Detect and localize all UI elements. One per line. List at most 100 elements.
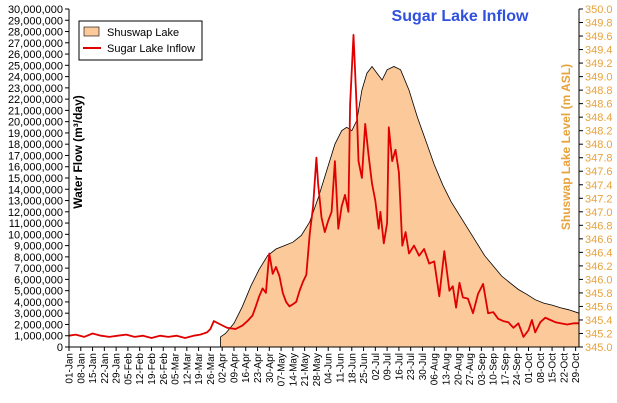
- chart-title: Sugar Lake Inflow: [392, 8, 529, 25]
- y-right-tick-label: 347.8: [585, 153, 613, 165]
- y-left-tick-label: 23,000,000: [8, 83, 63, 95]
- x-tick-label: 16-Jul: [394, 353, 405, 380]
- y-right-tick-label: 349.8: [585, 18, 613, 30]
- y-axis-left-label: Water Flow (m³/day): [71, 95, 85, 209]
- x-tick-label: 19-Feb: [147, 353, 158, 385]
- x-tick-label: 22-Oct: [559, 353, 570, 383]
- x-tick-label: 23-Jul: [406, 353, 417, 380]
- x-tick-label: 09-Jul: [383, 353, 394, 380]
- x-tick-label: 15-Oct: [548, 353, 559, 383]
- y-left-tick-label: 15,000,000: [8, 173, 63, 185]
- x-tick-label: 09-Apr: [230, 352, 241, 383]
- y-right-tick-label: 349.0: [585, 72, 613, 84]
- y-right-tick-label: 345.4: [585, 315, 613, 327]
- x-tick-label: 05-Mar: [171, 352, 182, 384]
- x-tick-label: 02-Jul: [371, 353, 382, 380]
- y-right-tick-label: 349.4: [585, 45, 613, 57]
- y-right-tick-label: 345.0: [585, 342, 613, 354]
- y-left-tick-label: 0: [57, 342, 63, 354]
- legend-label-shuswap-lake: Shuswap Lake: [107, 27, 179, 39]
- x-tick-label: 11-Jun: [336, 353, 347, 383]
- y-right-tick-label: 346.8: [585, 220, 613, 232]
- x-tick-label: 23-Apr: [253, 352, 264, 383]
- y-left-tick-label: 27,000,000: [8, 38, 63, 50]
- y-left-tick-label: 14,000,000: [8, 184, 63, 196]
- y-left-tick-label: 30,000,000: [8, 4, 63, 16]
- x-tick-label: 15-Jan: [88, 353, 99, 384]
- x-tick-label: 16-Apr: [241, 352, 252, 383]
- y-right-tick-label: 345.6: [585, 301, 613, 313]
- y-right-tick-label: 349.6: [585, 31, 613, 43]
- y-left-tick-label: 29,000,000: [8, 15, 63, 27]
- y-left-tick-label: 5,000,000: [14, 286, 63, 298]
- x-tick-label: 08-Oct: [536, 353, 547, 383]
- x-tick-label: 12-Mar: [182, 352, 193, 384]
- x-tick-label: 01-Oct: [524, 353, 535, 383]
- series-line-sugar-lake-inflow: [68, 34, 579, 339]
- x-tick-label: 08-Jan: [76, 353, 87, 384]
- y-left-tick-label: 6,000,000: [14, 274, 63, 286]
- y-left-tick-label: 20,000,000: [8, 117, 63, 129]
- y-right-tick-label: 348.6: [585, 99, 613, 111]
- x-tick-label: 24-Sep: [512, 353, 523, 386]
- y-left-tick-label: 4,000,000: [14, 297, 63, 309]
- x-tick-label: 26-Feb: [159, 353, 170, 385]
- x-tick-label: 22-Jan: [100, 353, 111, 384]
- y-left-tick-label: 18,000,000: [8, 139, 63, 151]
- y-left-tick-label: 9,000,000: [14, 241, 63, 253]
- x-tick-label: 06-Aug: [430, 353, 441, 385]
- ticks-layer: 01,000,0002,000,0003,000,0004,000,0005,0…: [8, 4, 613, 386]
- y-left-tick-label: 22,000,000: [8, 94, 63, 106]
- x-tick-label: 27-Aug: [465, 353, 476, 385]
- y-right-tick-label: 348.8: [585, 85, 613, 97]
- y-left-tick-label: 10,000,000: [8, 229, 63, 241]
- x-tick-label: 01-Jan: [65, 353, 76, 384]
- y-right-tick-label: 346.6: [585, 234, 613, 246]
- y-right-tick-label: 348.4: [585, 112, 613, 124]
- x-tick-label: 17-Sep: [500, 353, 511, 386]
- y-right-tick-label: 346.0: [585, 274, 613, 286]
- y-left-tick-label: 11,000,000: [9, 218, 63, 230]
- y-left-tick-label: 12,000,000: [8, 207, 63, 219]
- y-left-tick-label: 1,000,000: [14, 331, 63, 343]
- y-right-tick-label: 348.2: [585, 126, 613, 138]
- x-tick-label: 30-Apr: [265, 352, 276, 383]
- x-tick-label: 02-Apr: [218, 352, 229, 383]
- y-left-tick-label: 8,000,000: [14, 252, 63, 264]
- x-tick-label: 20-Aug: [453, 353, 464, 385]
- legend-label-sugar-lake-inflow: Sugar Lake Inflow: [107, 43, 195, 55]
- y-right-tick-label: 347.0: [585, 207, 613, 219]
- y-left-tick-label: 26,000,000: [8, 49, 63, 61]
- x-tick-label: 29-Oct: [571, 353, 582, 383]
- y-right-tick-label: 349.2: [585, 58, 613, 70]
- y-right-tick-label: 348.0: [585, 139, 613, 151]
- y-right-tick-label: 345.2: [585, 328, 613, 340]
- y-left-tick-label: 13,000,000: [8, 196, 63, 208]
- y-left-tick-label: 25,000,000: [8, 60, 63, 72]
- x-tick-label: 04-Jun: [324, 353, 335, 384]
- x-tick-label: 14-May: [288, 353, 299, 386]
- x-tick-label: 12-Feb: [135, 353, 146, 385]
- legend-swatch-shuswap-lake: [83, 26, 100, 37]
- x-tick-label: 03-Sep: [477, 353, 488, 386]
- legend: Shuswap Lake Sugar Lake Inflow: [78, 20, 203, 61]
- x-tick-label: 13-Aug: [442, 353, 453, 385]
- x-tick-label: 05-Feb: [123, 353, 134, 385]
- x-tick-label: 07-May: [277, 353, 288, 386]
- x-tick-label: 29-Jan: [112, 353, 123, 384]
- y-right-tick-label: 345.8: [585, 288, 613, 300]
- y-right-tick-label: 346.4: [585, 247, 613, 259]
- y-left-tick-label: 2,000,000: [14, 319, 63, 331]
- x-tick-label: 21-May: [300, 353, 311, 386]
- y-left-tick-label: 24,000,000: [8, 72, 63, 84]
- y-left-tick-label: 16,000,000: [8, 162, 63, 174]
- legend-box: [78, 20, 203, 61]
- x-tick-label: 25-Jun: [359, 353, 370, 384]
- y-left-tick-label: 21,000,000: [8, 105, 63, 117]
- y-left-tick-label: 19,000,000: [8, 128, 63, 140]
- y-left-tick-label: 3,000,000: [14, 308, 63, 320]
- y-right-tick-label: 347.4: [585, 180, 613, 192]
- x-tick-label: 26-Mar: [206, 352, 217, 384]
- line-layer: [68, 34, 579, 339]
